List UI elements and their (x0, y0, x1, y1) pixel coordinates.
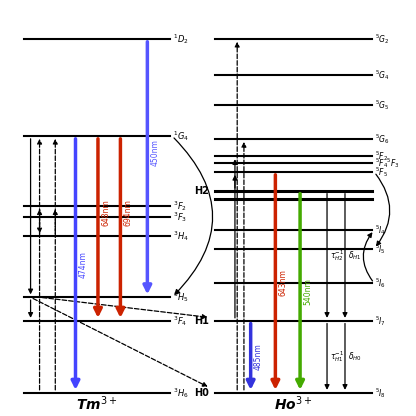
FancyArrowPatch shape (376, 174, 390, 245)
Text: $^3F_4$: $^3F_4$ (173, 314, 187, 328)
Text: H2: H2 (194, 186, 209, 196)
Text: $^5F_4$$^5F_3$: $^5F_4$$^5F_3$ (375, 156, 399, 170)
Text: 474nm: 474nm (79, 251, 88, 278)
Text: Ho$^{3+}$: Ho$^{3+}$ (274, 394, 312, 413)
Text: 648nm: 648nm (101, 199, 110, 226)
Text: $\tau_{H2}^{-1}$: $\tau_{H2}^{-1}$ (330, 248, 344, 263)
Text: $^1G_4$: $^1G_4$ (173, 129, 188, 143)
FancyArrowPatch shape (363, 233, 372, 281)
Text: 540nm: 540nm (303, 278, 312, 305)
Text: $\delta_{H1}$: $\delta_{H1}$ (348, 250, 362, 262)
Text: $^5G_6$: $^5G_6$ (375, 132, 389, 146)
Text: $^5F_2$: $^5F_2$ (375, 149, 388, 163)
Text: H0: H0 (194, 388, 209, 398)
Text: H1: H1 (194, 316, 209, 326)
Text: $^5I_6$: $^5I_6$ (375, 276, 386, 290)
Text: 643nm: 643nm (279, 269, 287, 296)
Text: $^3F_3$: $^3F_3$ (173, 210, 187, 224)
Text: $^5F_5$: $^5F_5$ (375, 165, 388, 179)
Text: $\delta_{H0}$: $\delta_{H0}$ (348, 350, 362, 363)
Text: $^3F_2$: $^3F_2$ (173, 200, 186, 213)
FancyArrowPatch shape (174, 138, 213, 294)
Text: Tm$^{3+}$: Tm$^{3+}$ (76, 394, 117, 413)
Text: $^5I_8$: $^5I_8$ (375, 386, 386, 400)
Text: 694nm: 694nm (124, 199, 133, 226)
Text: $^5G_4$: $^5G_4$ (375, 68, 389, 82)
Text: $\tau_{H1}^{-1}$: $\tau_{H1}^{-1}$ (330, 349, 344, 364)
Text: $^3H_5$: $^3H_5$ (173, 290, 188, 304)
Text: $^3H_6$: $^3H_6$ (173, 386, 188, 400)
Text: $^5G_5$: $^5G_5$ (375, 98, 389, 111)
Text: 485nm: 485nm (254, 343, 263, 370)
Text: $^5I_7$: $^5I_7$ (375, 314, 386, 328)
Text: $^5I_5$: $^5I_5$ (375, 242, 386, 256)
Text: 450nm: 450nm (151, 139, 159, 166)
Text: $^3H_4$: $^3H_4$ (173, 229, 188, 243)
Text: $^1D_2$: $^1D_2$ (173, 32, 188, 46)
Text: $^5G_2$: $^5G_2$ (375, 32, 389, 46)
Text: $^5I_4$: $^5I_4$ (375, 223, 386, 237)
